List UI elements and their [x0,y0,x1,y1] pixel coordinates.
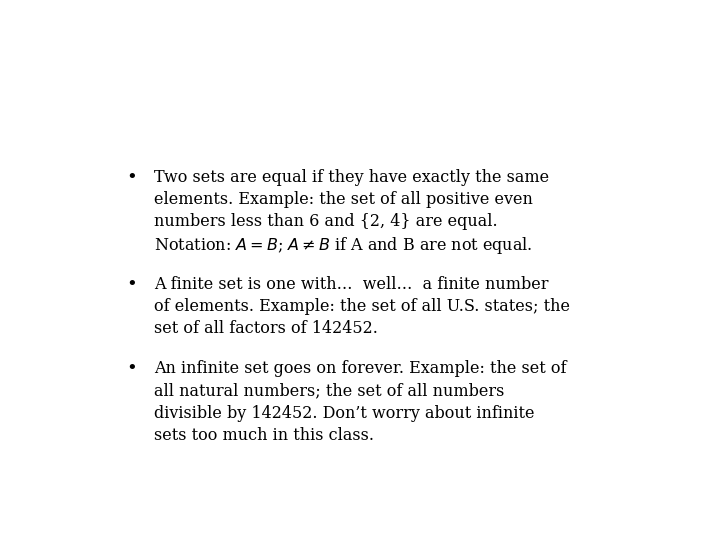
Text: divisible by 142452. Don’t worry about infinite: divisible by 142452. Don’t worry about i… [154,404,535,422]
Text: elements. Example: the set of all positive even: elements. Example: the set of all positi… [154,191,533,208]
Text: Two sets are equal if they have exactly the same: Two sets are equal if they have exactly … [154,168,549,186]
Text: sets too much in this class.: sets too much in this class. [154,427,374,443]
Text: all natural numbers; the set of all numbers: all natural numbers; the set of all numb… [154,382,505,400]
Text: A finite set is one with…  well…  a finite number: A finite set is one with… well… a finite… [154,275,549,293]
Text: Notation: $A = B$; $A \neq B$ if A and B are not equal.: Notation: $A = B$; $A \neq B$ if A and B… [154,235,533,256]
Text: of elements. Example: the set of all U.S. states; the: of elements. Example: the set of all U.S… [154,298,570,315]
Text: set of all factors of 142452.: set of all factors of 142452. [154,320,378,336]
Text: •: • [127,168,138,187]
Text: An infinite set goes on forever. Example: the set of: An infinite set goes on forever. Example… [154,360,567,377]
Text: •: • [127,360,138,379]
Text: •: • [127,275,138,294]
Text: numbers less than 6 and {2, 4} are equal.: numbers less than 6 and {2, 4} are equal… [154,213,498,230]
